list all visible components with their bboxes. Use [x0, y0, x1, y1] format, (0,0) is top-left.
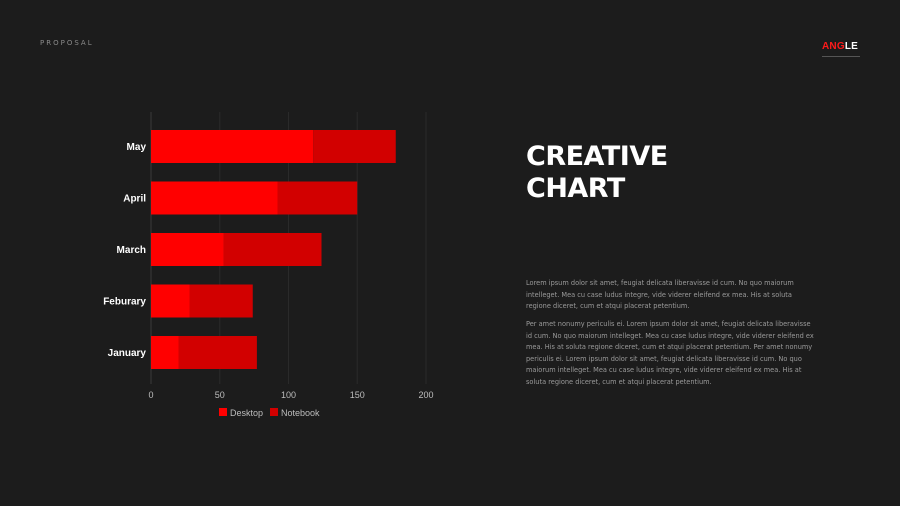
bar-notebook-january	[178, 336, 257, 369]
logo-text-rest: LE	[844, 41, 859, 52]
chart-area: May April March Feburary January 0 50 100 150 200…	[0, 0, 480, 460]
bar-notebook-april	[277, 181, 358, 215]
legend-swatch-notebook	[270, 408, 278, 416]
x-tick-label: 200	[418, 390, 433, 400]
bar-notebook-march	[223, 233, 322, 266]
title-line-2: CHART	[526, 173, 625, 204]
bar-desktop-april	[151, 181, 278, 215]
bar-desktop-march	[151, 233, 224, 266]
logo-text: ANGLE	[822, 41, 858, 52]
bar-notebook-feburary	[189, 284, 253, 318]
bar-chart: May April March Feburary January 0 50 100 150 200…	[103, 112, 434, 418]
category-label: April	[123, 194, 146, 205]
title-line-1: CREATIVE	[526, 141, 668, 172]
bar-desktop-january	[151, 336, 179, 369]
body-paragraph-1: Lorem ipsum dolor sit amet, feugiat deli…	[526, 279, 794, 311]
bar-desktop-feburary	[151, 284, 190, 318]
logo-text-accent: ANG	[822, 41, 845, 52]
category-label: March	[117, 245, 146, 256]
body-paragraph-2: Per amet nonumy periculis ei. Lorem ipsu…	[526, 320, 814, 386]
x-tick-label: 0	[148, 390, 153, 400]
x-tick-label: 50	[215, 390, 225, 400]
header-label: PROPOSAL	[40, 39, 94, 47]
bar-notebook-may	[313, 130, 396, 163]
legend-swatch-desktop	[219, 408, 227, 416]
x-tick-label: 150	[350, 390, 365, 400]
bar-desktop-may	[151, 130, 314, 163]
page-title: CREATIVE CHART	[526, 141, 786, 205]
x-tick-label: 100	[281, 390, 296, 400]
logo-tagline-mark	[822, 56, 860, 57]
category-label: January	[108, 348, 147, 359]
legend-label-notebook: Notebook	[281, 408, 320, 418]
category-label: May	[127, 142, 147, 153]
legend-label-desktop: Desktop	[230, 408, 263, 418]
brand-logo: ANGLE	[822, 36, 864, 57]
category-label: Feburary	[103, 297, 146, 308]
